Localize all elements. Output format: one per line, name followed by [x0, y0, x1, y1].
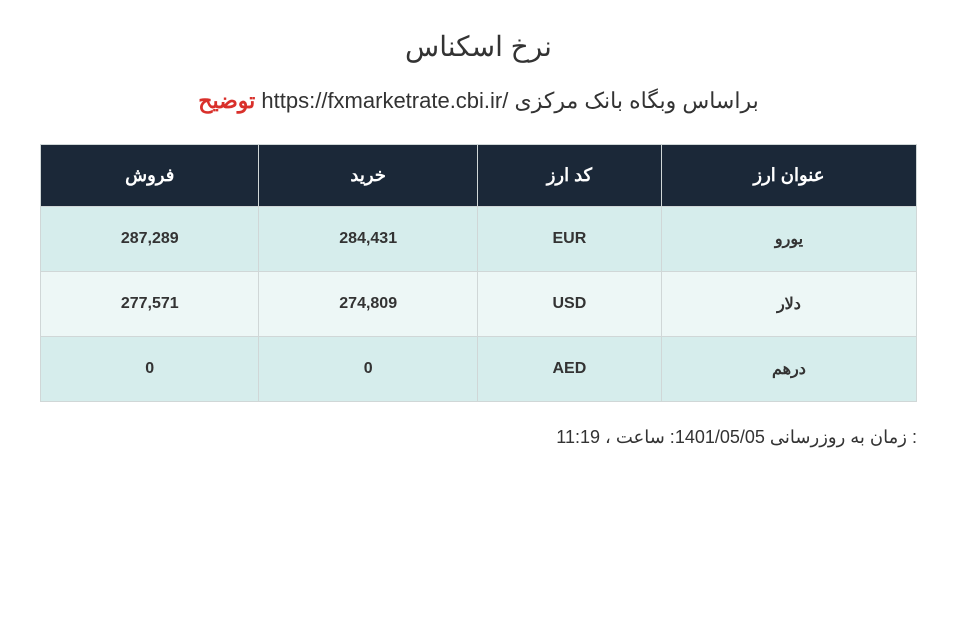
table-header-row: عنوان ارز کد ارز خرید فروش	[41, 145, 917, 207]
col-currency-name: عنوان ارز	[661, 145, 916, 207]
update-date: 1401/05/05	[675, 427, 765, 448]
cell-sell: 287,289	[41, 207, 259, 272]
table-row: یورو EUR 284,431 287,289	[41, 207, 917, 272]
cell-buy: 0	[259, 337, 477, 402]
cell-code: EUR	[477, 207, 661, 272]
cell-code: AED	[477, 337, 661, 402]
cell-name: یورو	[661, 207, 916, 272]
cell-buy: 274,809	[259, 272, 477, 337]
table-row: دلار USD 274,809 277,571	[41, 272, 917, 337]
table-row: درهم AED 0 0	[41, 337, 917, 402]
subtitle-tozih[interactable]: توضیح	[198, 88, 255, 113]
cell-buy: 284,431	[259, 207, 477, 272]
cell-sell: 0	[41, 337, 259, 402]
subtitle-url: https://fxmarketrate.cbi.ir/	[261, 88, 508, 114]
cell-name: دلار	[661, 272, 916, 337]
exchange-rate-table: عنوان ارز کد ارز خرید فروش یورو EUR 284,…	[40, 144, 917, 402]
cell-code: USD	[477, 272, 661, 337]
cell-name: درهم	[661, 337, 916, 402]
col-currency-code: کد ارز	[477, 145, 661, 207]
col-sell: فروش	[41, 145, 259, 207]
subtitle-prefix: براساس وبگاه بانک مرکزی	[515, 88, 759, 113]
update-time: زمان به روزرسانی : 1401/05/05، ساعت : 11…	[40, 427, 917, 448]
page-title: نرخ اسکناس	[40, 30, 917, 63]
update-time-value: 11:19	[556, 427, 600, 448]
cell-sell: 277,571	[41, 272, 259, 337]
subtitle: براساس وبگاه بانک مرکزی https://fxmarket…	[40, 88, 917, 114]
update-label: زمان به روزرسانی :	[770, 427, 917, 448]
col-buy: خرید	[259, 145, 477, 207]
update-sep: ، ساعت :	[605, 427, 675, 448]
